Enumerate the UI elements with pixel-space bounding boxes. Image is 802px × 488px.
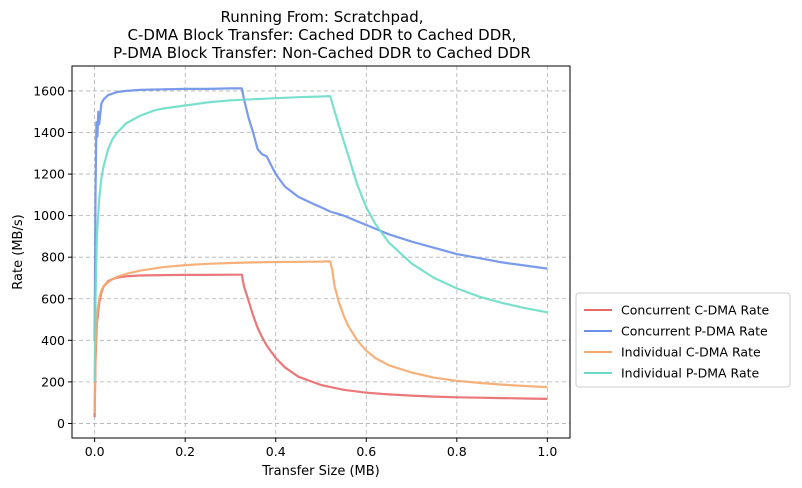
grid bbox=[72, 66, 570, 438]
legend-label-3: Individual P-DMA Rate bbox=[621, 366, 760, 381]
title-line-1: Running From: Scratchpad, bbox=[221, 8, 424, 26]
y-tick-label-3: 600 bbox=[41, 291, 65, 306]
legend-box bbox=[575, 292, 791, 388]
y-tick-label-6: 1200 bbox=[33, 167, 65, 182]
y-tick-label-2: 400 bbox=[41, 333, 65, 348]
series-line-2 bbox=[93, 260, 548, 414]
x-tick-label-2: 0.4 bbox=[266, 444, 286, 459]
x-tick-label-3: 0.6 bbox=[356, 444, 376, 459]
x-tick-label-4: 0.8 bbox=[447, 444, 467, 459]
title-line-3: P-DMA Block Transfer: Non-Cached DDR to … bbox=[113, 44, 531, 62]
chart-title: Running From: Scratchpad, C-DMA Block Tr… bbox=[113, 8, 531, 62]
y-tick-label-5: 1000 bbox=[33, 208, 65, 223]
y-tick-label-1: 200 bbox=[41, 374, 65, 389]
y-tick-label-0: 0 bbox=[57, 416, 65, 431]
legend: Concurrent C-DMA Rate Concurrent P-DMA Ra… bbox=[575, 292, 791, 388]
series-lines bbox=[93, 87, 548, 418]
x-tick-label-5: 1.0 bbox=[537, 444, 557, 459]
legend-label-2: Individual C-DMA Rate bbox=[621, 345, 761, 360]
x-tick-label-0: 0.0 bbox=[85, 444, 105, 459]
plot-area bbox=[71, 65, 571, 439]
y-axis: 0 200 400 600 800 1000 1200 1400 1600 bbox=[33, 83, 72, 431]
y-tick-label-8: 1600 bbox=[33, 83, 65, 98]
y-axis-label: Rate (MB/s) bbox=[11, 214, 26, 289]
x-axis-label: Transfer Size (MB) bbox=[261, 464, 380, 479]
y-tick-label-4: 800 bbox=[41, 250, 65, 265]
series-line-1 bbox=[93, 87, 548, 341]
series-line-3 bbox=[93, 94, 548, 382]
legend-label-0: Concurrent C-DMA Rate bbox=[621, 303, 770, 318]
x-tick-label-1: 0.2 bbox=[175, 444, 195, 459]
title-line-2: C-DMA Block Transfer: Cached DDR to Cach… bbox=[128, 26, 517, 44]
legend-label-1: Concurrent P-DMA Rate bbox=[621, 324, 768, 339]
y-tick-label-7: 1400 bbox=[33, 125, 65, 140]
x-axis: 0.0 0.2 0.4 0.6 0.8 1.0 bbox=[85, 438, 557, 459]
